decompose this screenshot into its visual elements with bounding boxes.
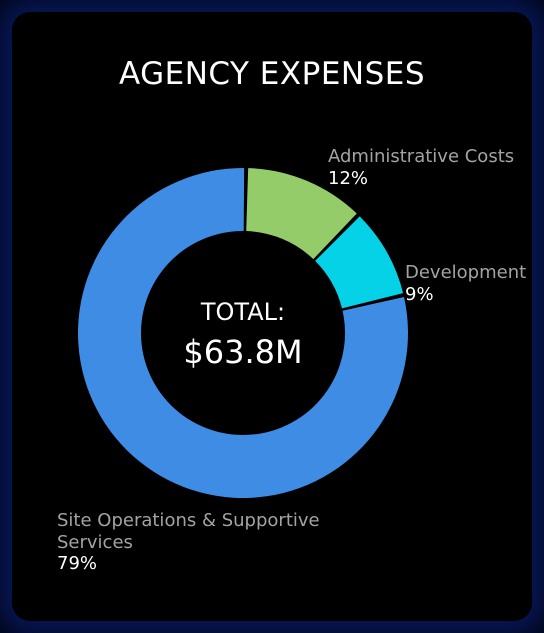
slice-percent: 79% [57,553,98,575]
slice-name: Development [405,262,527,283]
donut-slices [77,168,408,499]
donut-slice-development [315,216,404,309]
slice-label-site-operations: Site Operations & Supportive Services 79… [57,510,357,575]
donut-slice-administrative-costs [246,168,357,260]
slice-label-administrative-costs: Administrative Costs 12% [328,146,514,189]
donut-slice-site-operations-and-supportive-services [77,168,408,499]
slice-label-development: Development 9% [405,262,526,305]
total-caption: TOTAL: [200,298,286,326]
slice-name: Administrative Costs [328,146,515,167]
chart-title: AGENCY EXPENSES [118,56,426,92]
slice-percent: 12% [328,167,369,189]
slice-name: Site Operations & Supportive Services [57,510,320,553]
total-value: $63.8M [183,333,303,371]
slice-percent: 9% [405,283,434,305]
